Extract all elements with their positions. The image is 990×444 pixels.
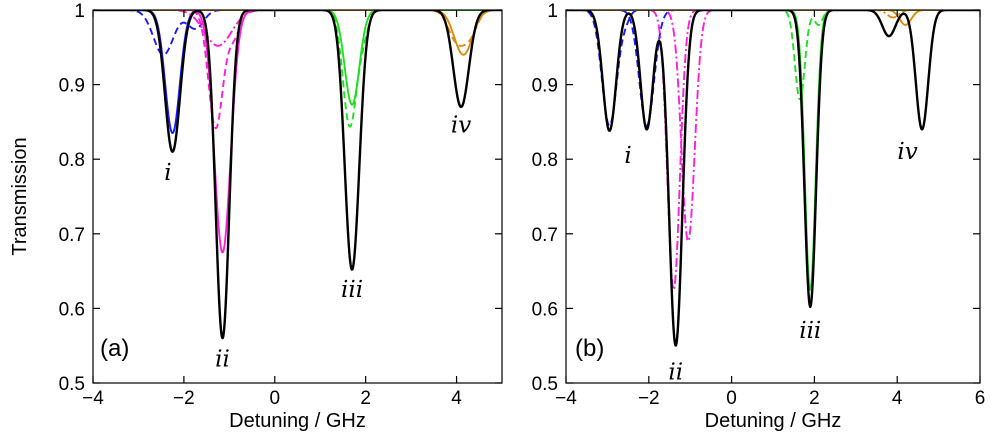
peak-annotation: iv [897, 139, 917, 165]
y-tick-label: 0.7 [59, 225, 85, 246]
y-tick-label: 0.5 [59, 374, 85, 395]
series-line-magenta-dashdot-3 [566, 10, 980, 242]
series-line-magenta-dashed-3 [93, 10, 502, 130]
y-axis-label: Transmission [9, 137, 31, 255]
x-tick-label: 0 [269, 388, 280, 409]
x-tick-label: 2 [360, 388, 371, 409]
panel-a: −4 −2 0 2 4 0.5 0.6 0.7 0.8 0.9 1 Detuning / GHz Tra… [9, 1, 503, 432]
x-tick-label: −2 [173, 388, 195, 409]
peak-annotation: i [164, 160, 171, 186]
y-tick-label: 0.9 [59, 76, 85, 97]
y-tick-label: 0.5 [532, 374, 558, 395]
y-tick-label: 0.6 [59, 299, 85, 320]
plot-frame [92, 9, 503, 384]
x-tick-label: 6 [975, 388, 986, 409]
y-tick-label: 0.8 [532, 150, 558, 171]
x-tick-label: −4 [82, 388, 104, 409]
x-tick-label: −4 [555, 388, 577, 409]
peak-annotation: ii [668, 359, 683, 385]
peak-annotation: iii [341, 277, 363, 303]
plot-frame [565, 9, 981, 384]
y-tick-label: 1 [547, 1, 558, 22]
x-tick-label: 4 [892, 388, 903, 409]
panel-label: (a) [100, 335, 129, 362]
series-line-blue-dashed-1 [566, 10, 980, 127]
series-line-magenta-solid-2 [93, 10, 502, 254]
series-line-green-dashed-6 [93, 10, 502, 128]
series-group [93, 10, 502, 340]
series-line-blue-dashed-0 [566, 10, 980, 127]
x-tick-label: 2 [809, 388, 820, 409]
series-group [566, 10, 980, 347]
panel-label: (b) [575, 335, 604, 362]
y-tick-label: 0.8 [59, 150, 85, 171]
x-axis-label: Detuning / GHz [705, 410, 842, 432]
y-tick-label: 0.7 [532, 225, 558, 246]
y-tick-label: 0.6 [532, 299, 558, 320]
panel-b: −4 −2 0 2 4 6 0.5 0.6 0.7 0.8 0.9 1 Detuning / GHz (b… [532, 1, 986, 432]
x-axis-label: Detuning / GHz [229, 410, 366, 432]
series-line-blue-solid-0 [93, 10, 502, 135]
series-line-green-solid-5 [93, 10, 502, 106]
peak-annotation: iv [451, 112, 471, 138]
x-tick-label: −2 [638, 388, 660, 409]
series-line-black-solid-8 [566, 10, 980, 347]
x-tick-label: 4 [451, 388, 462, 409]
y-tick-label: 1 [74, 1, 85, 22]
peak-annotation: iii [799, 318, 821, 344]
x-tick-label: 0 [726, 388, 737, 409]
peak-annotation: i [624, 143, 631, 169]
series-line-black-solid-9 [93, 10, 502, 340]
peak-annotation: ii [215, 347, 230, 373]
y-tick-label: 0.9 [532, 76, 558, 97]
series-line-orange-solid-6 [566, 10, 980, 26]
